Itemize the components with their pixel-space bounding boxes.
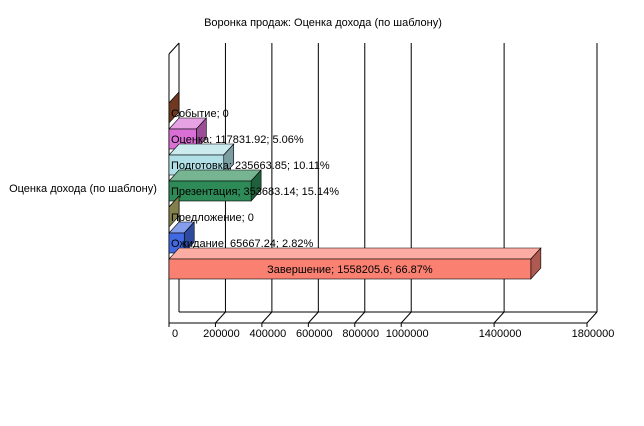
bar-4: Презентация; 353683.14; 15.14%: [168, 169, 339, 202]
bars: Событие; 0 Оценка; 117831.92; 5.06% Подгот…: [168, 91, 542, 280]
data-label: Оценка; 117831.92; 5.06%: [171, 134, 304, 146]
x-tick-label: 1800000: [572, 328, 615, 340]
bar-1: Событие; 0: [168, 91, 229, 124]
chart-title: Воронка продаж: Оценка дохода (по шаблон…: [204, 17, 442, 29]
bar-5: Предложение; 0: [168, 195, 254, 228]
gridline-floor: [400, 311, 412, 324]
data-label: Подготовка; 235663.85; 10.11%: [171, 160, 330, 172]
gridline-floor: [493, 311, 505, 324]
x-tick-label: 600000: [296, 328, 333, 340]
x-tick-label: 200000: [203, 328, 240, 340]
data-label: Презентация; 353683.14; 15.14%: [171, 186, 339, 198]
x-axis-ticks: 0 200000 400000 600000 800000 1000000 1400000 1…: [168, 323, 615, 340]
data-label: Событие; 0: [171, 108, 229, 120]
x-tick-label: 0: [172, 328, 178, 340]
gridline-floor: [307, 311, 319, 324]
x-tick-label: 800000: [342, 328, 379, 340]
data-label: Завершение; 1558205.6; 66.87%: [267, 264, 433, 276]
x-tick-label: 400000: [250, 328, 287, 340]
data-label: Ожидание; 65667.24; 2.82%: [171, 238, 313, 250]
left-wall-top-edge: [168, 42, 180, 55]
gridline-floor: [261, 311, 273, 324]
data-label: Предложение; 0: [171, 212, 254, 224]
y-axis-label: Оценка дохода (по шаблону): [9, 183, 157, 195]
bar-7: Завершение; 1558205.6; 66.87%: [168, 247, 542, 280]
gridline-floor: [215, 311, 226, 324]
gridline-floor: [586, 311, 598, 324]
gridline-floor: [354, 311, 366, 324]
x-tick-label: 1000000: [386, 328, 429, 340]
x-tick-label: 1400000: [479, 328, 522, 340]
